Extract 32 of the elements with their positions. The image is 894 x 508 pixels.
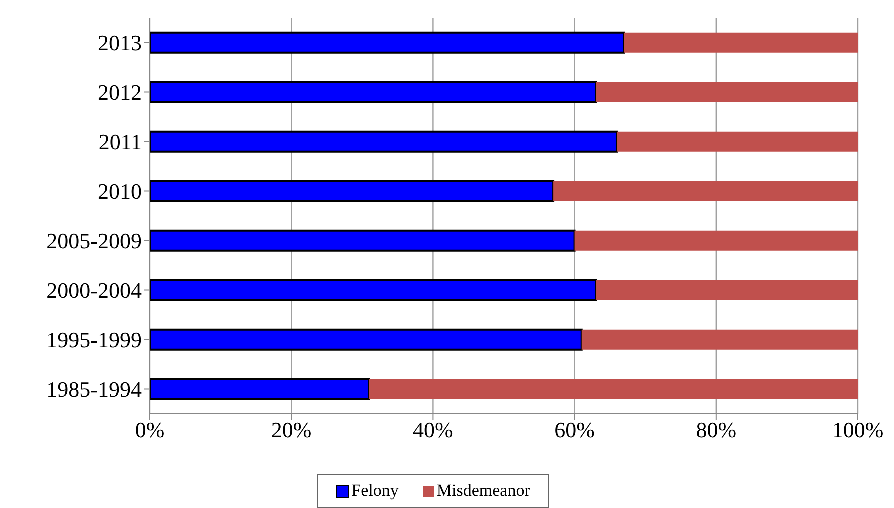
x-tick-label: 0%: [135, 418, 165, 443]
y-tick-label: 2013: [98, 30, 142, 56]
bar: [596, 280, 858, 300]
bar: [150, 279, 598, 302]
y-tick-label: 2012: [98, 80, 142, 106]
x-tick-label: 20%: [271, 418, 312, 443]
bar: [150, 180, 555, 202]
x-tick-label: 60%: [554, 418, 595, 443]
bar: [624, 32, 858, 53]
legend-label: Felony: [350, 481, 399, 501]
y-tick-label: 1995-1999: [46, 328, 142, 353]
bar: [369, 379, 858, 400]
legend-label: Misdemeanor: [436, 481, 530, 501]
bar: [574, 230, 858, 251]
y-tick-label: 2000-2004: [46, 278, 142, 304]
x-tick-label: 100%: [832, 418, 884, 443]
bar: [150, 378, 370, 400]
y-tick-label: 2011: [98, 130, 142, 155]
x-tick-label: 40%: [413, 418, 454, 443]
y-tick-label: 1985-1994: [46, 377, 142, 402]
bar: [150, 130, 618, 153]
bar: [150, 32, 626, 54]
bar: [596, 82, 858, 102]
bar: [150, 328, 583, 351]
bar: [554, 181, 858, 202]
y-tick-label: 2010: [98, 179, 142, 204]
x-tick-label: 80%: [696, 418, 737, 443]
bar: [582, 330, 858, 350]
bar: [150, 230, 576, 252]
bar: [150, 81, 598, 104]
y-tick-label: 2005-2009: [46, 228, 142, 254]
bar: [617, 132, 858, 152]
